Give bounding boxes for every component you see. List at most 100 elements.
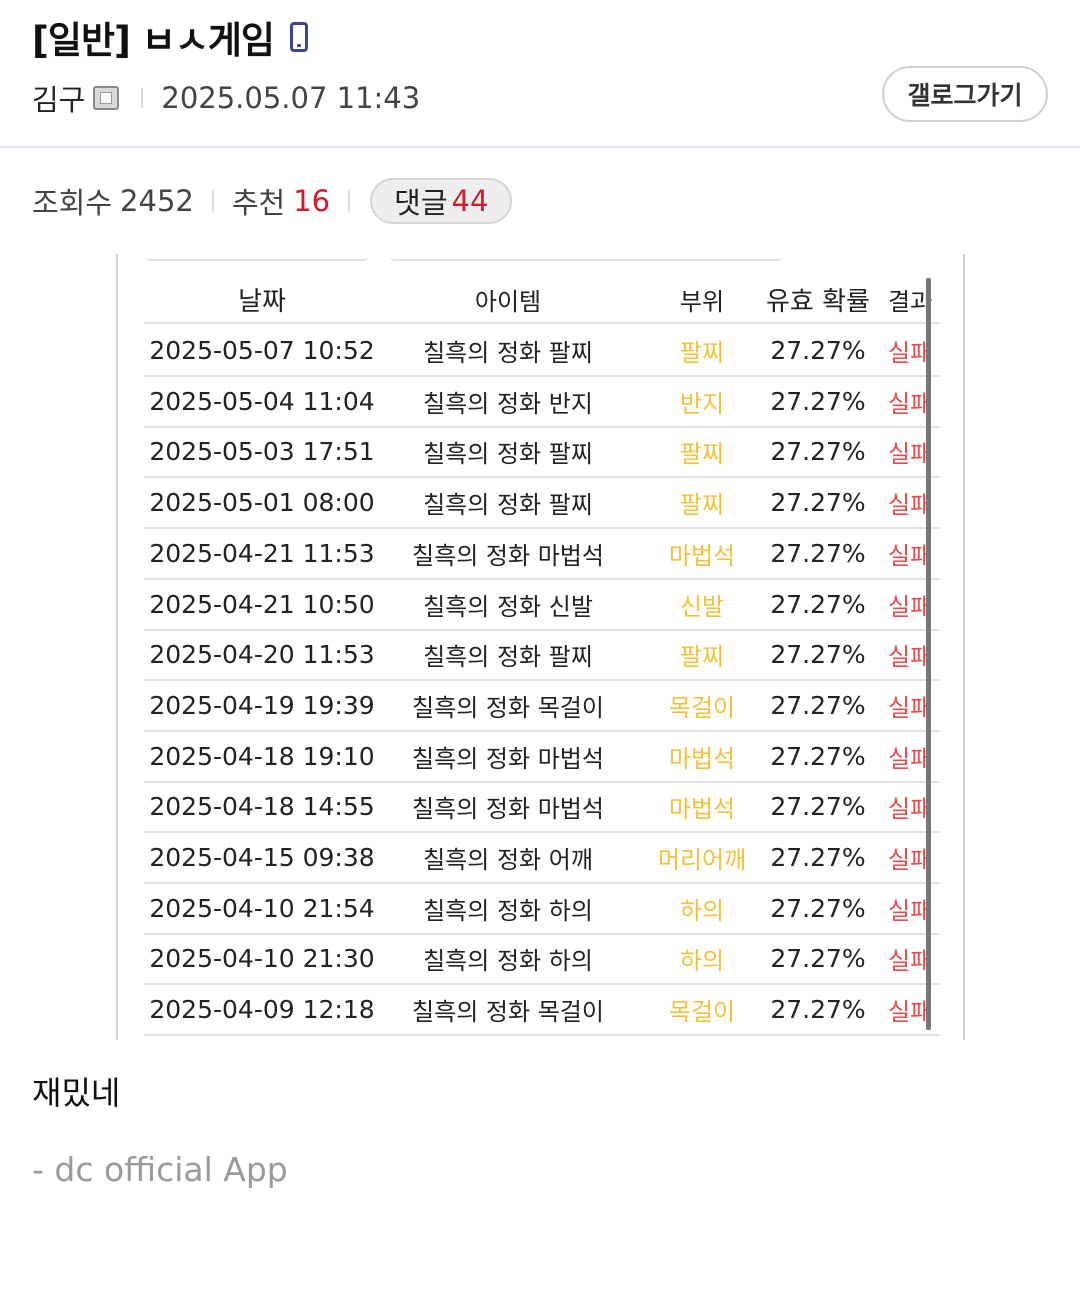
title-row: [일반] ㅂㅅ게임 bbox=[32, 12, 308, 62]
cell-part: 마법석 bbox=[668, 744, 736, 773]
cell-item: 칠흑의 정화 목걸이 bbox=[412, 693, 604, 722]
cell-prob: 27.27% bbox=[770, 386, 866, 416]
cell-date: 2025-05-01 08:00 bbox=[149, 488, 375, 518]
table-row: 2025-04-21 11:53 칠흑의 정화 마법석 마법석 27.27% 실패 bbox=[144, 529, 940, 580]
header-prob: 유효 확률 bbox=[766, 286, 870, 317]
cell-item: 칠흑의 정화 마법석 bbox=[412, 744, 604, 773]
cell-item: 칠흑의 정화 팔찌 bbox=[423, 643, 593, 672]
cell-date: 2025-05-07 10:52 bbox=[149, 336, 375, 365]
mobile-phone-icon bbox=[289, 22, 308, 52]
cell-part: 목걸이 bbox=[668, 693, 736, 722]
app-signature: - dc official App bbox=[32, 1150, 288, 1189]
table-row: 2025-04-10 21:54 칠흑의 정화 하의 하의 27.27% 실패 bbox=[144, 884, 940, 935]
cell-date: 2025-05-03 17:51 bbox=[149, 437, 375, 467]
header-item: 아이템 bbox=[474, 287, 542, 316]
cell-item: 칠흑의 정화 목걸이 bbox=[412, 998, 604, 1027]
cell-item: 칠흑의 정화 하의 bbox=[423, 947, 593, 976]
cell-part: 반지 bbox=[679, 389, 725, 418]
cell-part: 목걸이 bbox=[668, 998, 736, 1027]
cell-date: 2025-04-15 09:38 bbox=[149, 843, 375, 872]
comments-button[interactable]: 댓글 44 bbox=[370, 178, 513, 224]
table-row: 2025-04-10 21:30 칠흑의 정화 하의 하의 27.27% 실패 bbox=[144, 934, 940, 986]
cell-item: 칠흑의 정화 반지 bbox=[423, 389, 593, 418]
cell-result: 실패 bbox=[888, 643, 933, 672]
cell-prob: 27.27% bbox=[770, 336, 866, 365]
comments-label: 댓글 bbox=[394, 186, 448, 220]
cell-part: 마법석 bbox=[668, 795, 736, 824]
table-row: 2025-05-03 17:51 칠흑의 정화 팔찌 팔찌 27.27% 실패 bbox=[144, 427, 940, 479]
post-date: 2025.05.07 11:43 bbox=[161, 81, 421, 115]
post-header: [일반] ㅂㅅ게임 김구 2025.05.07 11:43 갤로그가기 bbox=[0, 0, 1080, 148]
cell-result: 실패 bbox=[888, 541, 933, 570]
table-row: 2025-05-01 08:00 칠흑의 정화 팔찌 팔찌 27.27% 실패 bbox=[144, 478, 940, 530]
cell-item: 칠흑의 정화 하의 bbox=[423, 896, 593, 925]
table-row: 2025-05-07 10:52 칠흑의 정화 팔찌 팔찌 27.27% 실패 bbox=[144, 326, 940, 377]
table-row: 2025-04-18 19:10 칠흑의 정화 마법석 마법석 27.27% 실패 bbox=[144, 732, 940, 783]
cell-item: 칠흑의 정화 마법석 bbox=[412, 541, 604, 570]
gallog-button[interactable]: 갤로그가기 bbox=[882, 66, 1048, 122]
header-date: 날짜 bbox=[238, 286, 286, 317]
post-title: [일반] ㅂㅅ게임 bbox=[32, 19, 275, 62]
cell-part: 머리어깨 bbox=[657, 846, 747, 874]
cell-part: 팔찌 bbox=[679, 643, 725, 672]
cell-prob: 27.27% bbox=[770, 741, 866, 771]
recommend-label: 추천 bbox=[231, 186, 286, 220]
cell-prob: 27.27% bbox=[770, 893, 866, 923]
cell-result: 실패 bbox=[888, 947, 933, 976]
author-name[interactable]: 김구 bbox=[32, 83, 86, 117]
cell-prob: 27.27% bbox=[770, 437, 866, 467]
cell-date: 2025-04-09 12:18 bbox=[149, 995, 375, 1025]
cell-part: 하의 bbox=[679, 896, 725, 925]
table-row: 2025-04-09 12:18 칠흑의 정화 목걸이 목걸이 27.27% 실패 bbox=[144, 985, 940, 1037]
comments-count: 44 bbox=[451, 184, 489, 218]
header-part: 부위 bbox=[679, 287, 725, 316]
table-row: 2025-05-04 11:04 칠흑의 정화 반지 반지 27.27% 실패 bbox=[144, 377, 940, 428]
table-row: 2025-04-15 09:38 칠흑의 정화 어깨 머리어깨 27.27% 실패 bbox=[144, 833, 940, 884]
cell-part: 신발 bbox=[679, 592, 725, 621]
views-label: 조회수 bbox=[32, 186, 113, 220]
cell-prob: 27.27% bbox=[770, 488, 866, 518]
cell-result: 실패 bbox=[888, 998, 933, 1027]
table-row: 2025-04-19 19:39 칠흑의 정화 목걸이 목걸이 27.27% 실패 bbox=[144, 681, 940, 732]
table-row: 2025-04-18 14:55 칠흑의 정화 마법석 마법석 27.27% 실패 bbox=[144, 782, 940, 834]
cell-prob: 27.27% bbox=[770, 792, 866, 822]
cell-date: 2025-04-20 11:53 bbox=[149, 640, 375, 670]
cell-result: 실패 bbox=[888, 491, 933, 520]
table-row: 2025-04-20 11:53 칠흑의 정화 팔찌 팔찌 27.27% 실패 bbox=[144, 630, 940, 682]
cell-date: 2025-05-04 11:04 bbox=[149, 386, 375, 416]
image-top-edge bbox=[146, 254, 368, 261]
cell-date: 2025-04-10 21:54 bbox=[149, 893, 375, 923]
cell-date: 2025-04-21 11:53 bbox=[149, 538, 375, 568]
cell-item: 칠흑의 정화 팔찌 bbox=[423, 339, 593, 367]
cell-result: 실패 bbox=[888, 440, 933, 469]
cell-result: 실패 bbox=[888, 896, 933, 925]
cell-result: 실패 bbox=[888, 795, 933, 824]
cell-part: 마법석 bbox=[668, 541, 736, 570]
cell-part: 팔찌 bbox=[679, 491, 725, 520]
cell-part: 팔찌 bbox=[679, 440, 725, 469]
cell-item: 칠흑의 정화 팔찌 bbox=[423, 440, 593, 469]
meta-divider bbox=[141, 88, 144, 108]
cell-result: 실패 bbox=[888, 592, 933, 621]
cell-date: 2025-04-18 14:55 bbox=[149, 792, 375, 822]
attached-image[interactable]: 날짜 아이템 부위 유효 확률 결과 2025-05-07 10:52 칠흑의 정… bbox=[116, 254, 965, 1040]
cell-result: 실패 bbox=[888, 744, 933, 773]
recommend-count: 16 bbox=[293, 184, 331, 218]
image-scrollbar bbox=[926, 278, 931, 1030]
header-result: 결과 bbox=[888, 287, 933, 316]
cell-prob: 27.27% bbox=[770, 843, 866, 872]
cell-part: 팔찌 bbox=[679, 339, 725, 367]
cell-prob: 27.27% bbox=[770, 690, 866, 720]
table-row: 2025-04-21 10:50 칠흑의 정화 신발 신발 27.27% 실패 bbox=[144, 580, 940, 631]
cell-result: 실패 bbox=[888, 693, 933, 722]
cell-prob: 27.27% bbox=[770, 944, 866, 974]
cell-item: 칠흑의 정화 마법석 bbox=[412, 795, 604, 824]
post-meta: 김구 2025.05.07 11:43 bbox=[32, 78, 420, 118]
image-top-edge bbox=[390, 254, 782, 261]
stats-divider bbox=[348, 190, 351, 212]
table-header-row: 날짜 아이템 부위 유효 확률 결과 bbox=[144, 276, 940, 324]
post-body: 재밌네 bbox=[32, 1074, 121, 1112]
views-count: 2452 bbox=[120, 184, 194, 218]
cell-part: 하의 bbox=[679, 947, 725, 976]
fixed-user-icon bbox=[93, 86, 120, 110]
